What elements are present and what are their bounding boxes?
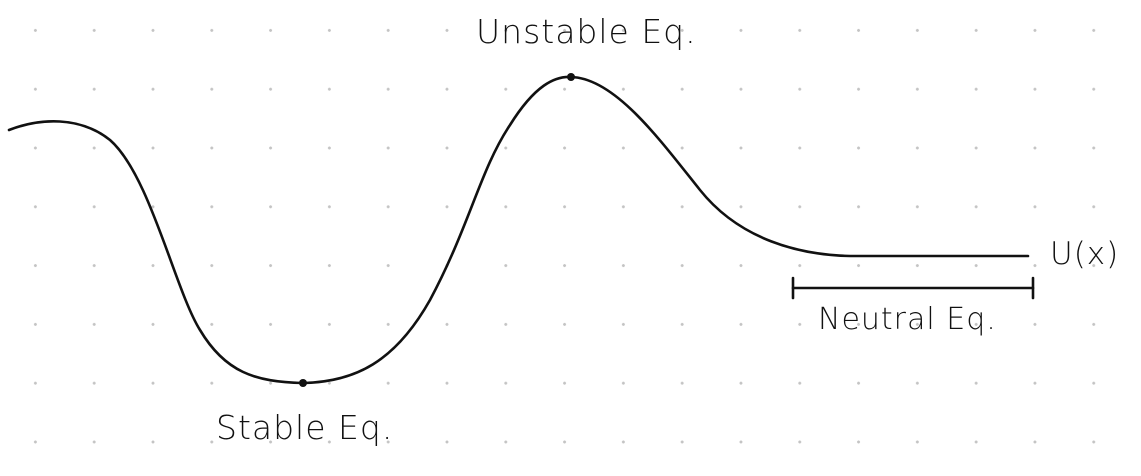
neutral-equilibrium-label: Neutral Eq.: [818, 302, 997, 337]
unstable-equilibrium-point: [567, 73, 575, 81]
neutral-range-bracket: [791, 276, 1035, 300]
unstable-equilibrium-label: Unstable Eq.: [476, 12, 697, 51]
stable-equilibrium-point: [299, 379, 307, 387]
potential-curve: [7, 75, 1030, 385]
stable-equilibrium-label: Stable Eq.: [216, 408, 394, 447]
function-label: U(x): [1050, 236, 1120, 272]
